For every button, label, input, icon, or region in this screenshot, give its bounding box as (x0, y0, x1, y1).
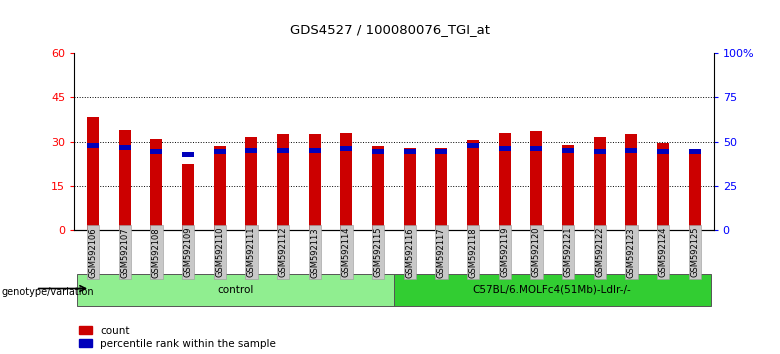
Bar (435, 148, 448, 230)
FancyBboxPatch shape (394, 274, 711, 306)
Bar (530, 146, 542, 152)
Text: GSM592120: GSM592120 (532, 227, 541, 278)
Bar (340, 133, 353, 230)
Bar (626, 134, 637, 230)
Bar (87, 116, 99, 230)
Bar (309, 134, 321, 230)
Bar (246, 148, 257, 153)
Bar (498, 133, 511, 230)
Bar (277, 148, 289, 153)
Text: GSM592112: GSM592112 (278, 227, 288, 278)
Bar (467, 140, 479, 230)
Bar (594, 137, 606, 230)
Bar (435, 149, 448, 154)
Bar (277, 134, 289, 230)
Text: GSM592111: GSM592111 (247, 227, 256, 278)
Text: genotype/variation: genotype/variation (2, 287, 94, 297)
Bar (404, 148, 416, 230)
Bar (309, 148, 321, 153)
Bar (340, 146, 353, 152)
Bar (372, 149, 384, 154)
Bar (467, 143, 479, 148)
Text: GSM592118: GSM592118 (469, 227, 477, 278)
Bar (498, 146, 511, 152)
Text: GSM592108: GSM592108 (152, 227, 161, 278)
Text: GSM592107: GSM592107 (120, 227, 129, 278)
Bar (119, 144, 131, 150)
Bar (87, 143, 99, 148)
Text: GSM592109: GSM592109 (183, 227, 193, 278)
Bar (594, 149, 606, 154)
Bar (626, 148, 637, 153)
Text: GSM592122: GSM592122 (595, 227, 604, 278)
Legend: count, percentile rank within the sample: count, percentile rank within the sample (80, 326, 276, 349)
Text: GSM592123: GSM592123 (627, 227, 636, 278)
Bar (182, 164, 194, 230)
Text: GSM592121: GSM592121 (563, 227, 573, 278)
Bar (246, 137, 257, 230)
Text: GSM592119: GSM592119 (500, 227, 509, 278)
Text: GDS4527 / 100080076_TGI_at: GDS4527 / 100080076_TGI_at (290, 23, 490, 36)
Text: GSM592114: GSM592114 (342, 227, 351, 278)
Text: GSM592110: GSM592110 (215, 227, 225, 278)
Bar (689, 149, 700, 230)
Text: GSM592113: GSM592113 (310, 227, 319, 278)
Bar (530, 131, 542, 230)
Text: GSM592106: GSM592106 (89, 227, 98, 278)
Text: C57BL/6.MOLFc4(51Mb)-Ldlr-/-: C57BL/6.MOLFc4(51Mb)-Ldlr-/- (473, 285, 632, 295)
Bar (372, 146, 384, 230)
Text: GSM592116: GSM592116 (406, 227, 414, 278)
Bar (657, 149, 669, 154)
Text: control: control (218, 285, 254, 295)
Bar (214, 149, 225, 154)
Bar (151, 139, 162, 230)
Bar (657, 143, 669, 230)
Bar (151, 149, 162, 154)
Text: GSM592124: GSM592124 (658, 227, 668, 278)
Bar (182, 152, 194, 157)
Bar (214, 146, 225, 230)
Text: GSM592115: GSM592115 (374, 227, 382, 278)
Bar (689, 149, 700, 154)
Text: GSM592125: GSM592125 (690, 227, 699, 278)
Text: GSM592117: GSM592117 (437, 227, 446, 278)
Bar (404, 149, 416, 154)
Bar (119, 130, 131, 230)
Bar (562, 144, 574, 230)
Bar (562, 148, 574, 153)
FancyBboxPatch shape (77, 274, 394, 306)
